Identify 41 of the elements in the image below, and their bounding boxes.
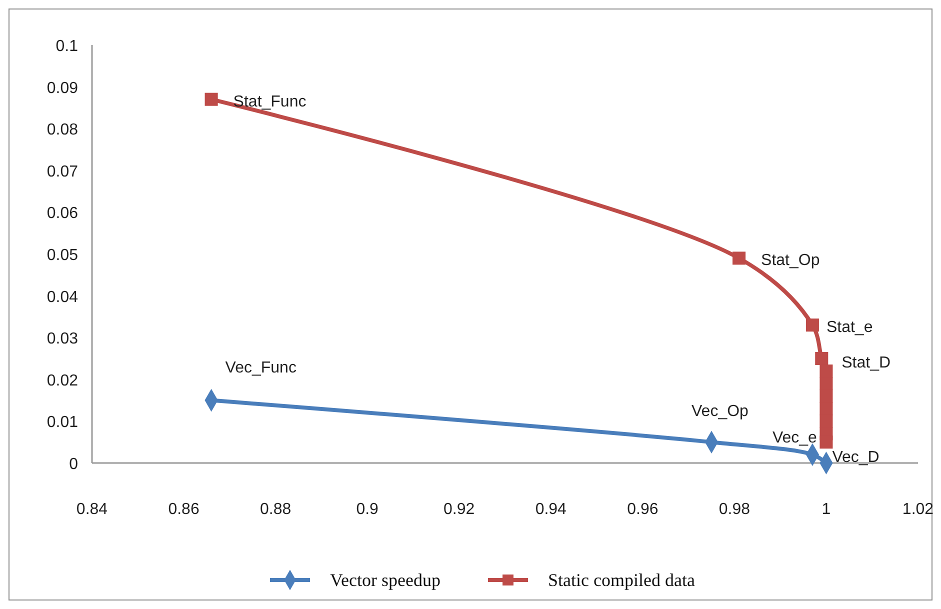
point: [815, 352, 828, 366]
point: [204, 92, 218, 106]
point: [820, 436, 833, 449]
point: [820, 402, 833, 416]
legend-label: Vector speedup: [330, 570, 440, 590]
legend-label: Static compiled data: [548, 570, 695, 590]
y-tick-label: 0.02: [46, 372, 78, 390]
point: [820, 414, 833, 428]
x-tick-label: 1.02: [902, 501, 934, 518]
annotation: Vec_Func: [225, 359, 296, 376]
y-tick-label: 0.05: [46, 247, 78, 264]
x-tick-label: 0.9: [356, 501, 379, 518]
y-tick-label: 0.03: [46, 330, 78, 348]
annotation: Vec_Op: [692, 403, 749, 420]
y-tick-label: 0.01: [46, 414, 78, 432]
y-tick-label: 0: [69, 456, 78, 473]
x-tick-label: 0.84: [76, 501, 108, 518]
x-tick-label: 0.86: [168, 501, 200, 518]
annotation: Stat_Func: [233, 93, 306, 110]
x-tick-label: 0.98: [718, 501, 750, 518]
point: [820, 364, 833, 378]
x-tick-label: 0.94: [535, 501, 567, 518]
annotation: Vec_D: [832, 449, 880, 466]
x-tick-label: 0.88: [260, 501, 292, 518]
point: [820, 377, 833, 390]
x-tick-label: 1: [822, 501, 831, 518]
point: [732, 252, 746, 265]
y-tick-label: 0.08: [46, 122, 78, 139]
point: [806, 318, 819, 332]
y-tick-label: 0.07: [46, 163, 78, 180]
y-tick-label: 0.04: [46, 288, 78, 306]
y-tick-label: 0.06: [46, 205, 78, 222]
x-tick-label: 0.92: [444, 501, 475, 518]
y-tick-label: 0.1: [56, 38, 78, 55]
point: [820, 390, 833, 403]
annotation: Stat_Op: [761, 252, 820, 270]
y-tick-label: 0.09: [46, 80, 78, 97]
annotation: Stat_D: [842, 354, 891, 372]
annotation: Vec_e: [772, 430, 818, 447]
x-tick-label: 0.96: [627, 501, 658, 518]
annotation: Stat_e: [826, 319, 873, 336]
